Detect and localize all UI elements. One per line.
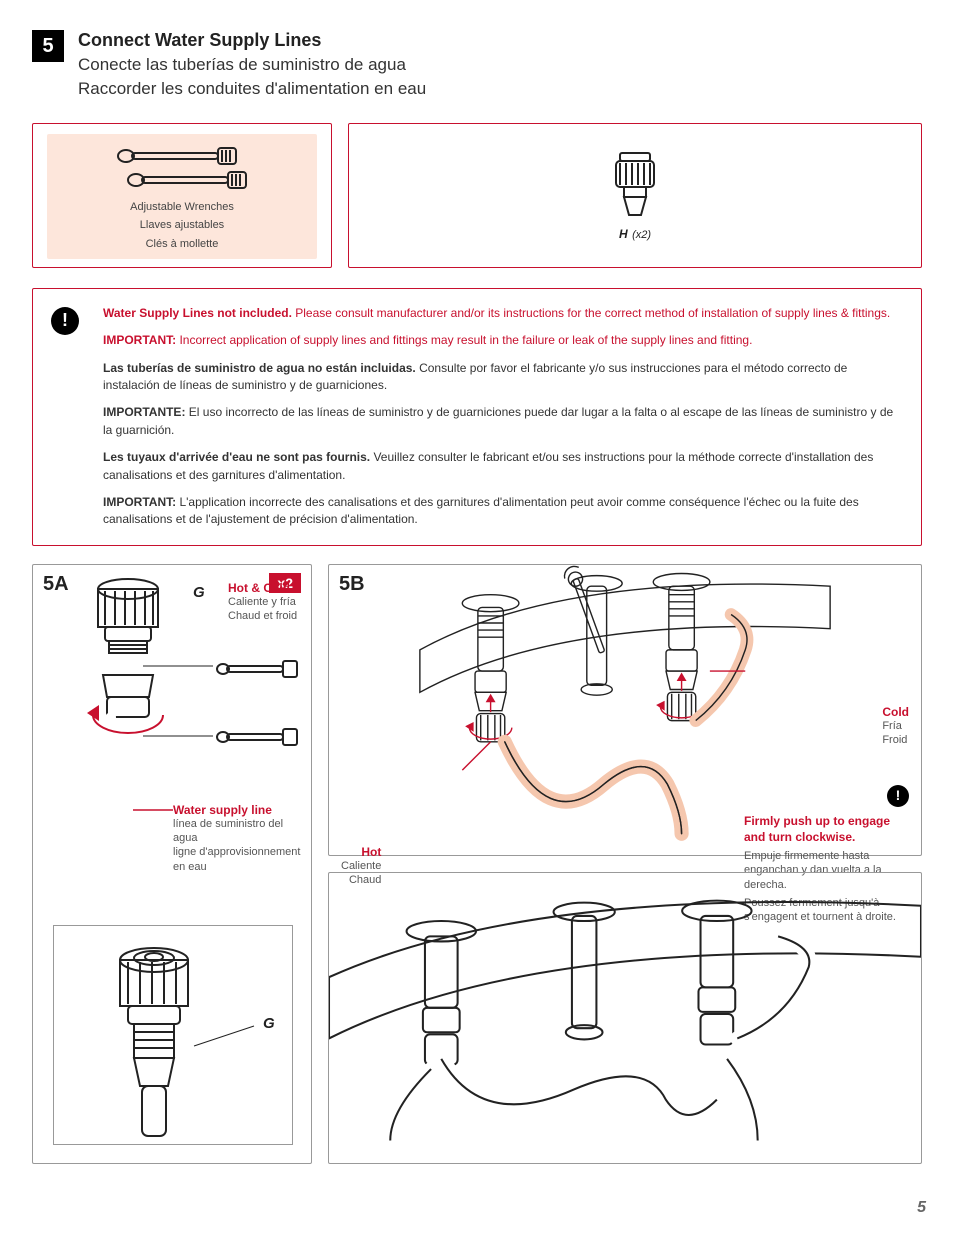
page-number: 5 — [917, 1199, 926, 1217]
callout-wsl: Water supply line línea de suministro de… — [173, 803, 303, 874]
push-warn-icon: ! — [887, 785, 909, 807]
wrench-label-es: Llaves ajustables — [140, 218, 224, 232]
valve-top-art — [73, 575, 183, 795]
tool-wrench-inner: Adjustable Wrenches Llaves ajustables Cl… — [47, 134, 317, 259]
inset-valve-art — [54, 926, 294, 1146]
part-h-letter: H — [619, 227, 628, 241]
inset-5a — [53, 925, 293, 1145]
step-titles: Connect Water Supply Lines Conecte las t… — [78, 30, 426, 99]
step-number-badge: 5 — [32, 30, 64, 62]
warning-box: ! Water Supply Lines not included. Pleas… — [32, 288, 922, 546]
warning-icon: ! — [51, 307, 79, 335]
leader-2 — [143, 735, 213, 737]
callout-g2: G — [263, 1015, 275, 1032]
callout-cold: Cold Fría Froid — [882, 705, 909, 748]
tools-row: Adjustable Wrenches Llaves ajustables Cl… — [32, 123, 922, 268]
warn-p1: Water Supply Lines not included. Please … — [103, 305, 903, 322]
callout-g1: G — [193, 584, 205, 601]
faucet-complete-art — [329, 873, 921, 1163]
mini-wrench-2 — [213, 725, 303, 749]
tool-wrench-box: Adjustable Wrenches Llaves ajustables Cl… — [32, 123, 332, 268]
part-h-label: H (x2) — [619, 225, 651, 243]
mini-wrench-1 — [213, 657, 303, 681]
wrenches-icon — [112, 144, 252, 196]
title-fr: Raccorder les conduites d'alimentation e… — [78, 79, 426, 99]
part-h-icon — [610, 149, 660, 219]
diagram-row: 5A x2 G Hot & Cold — [32, 564, 922, 1164]
leader-1 — [143, 665, 213, 667]
wrench-label-fr: Clés à mollette — [146, 237, 219, 251]
wrench-label-en: Adjustable Wrenches — [130, 200, 234, 214]
diagram-5b-wrap: 5B — [328, 564, 922, 1164]
diagram-5a: 5A x2 G Hot & Cold — [32, 564, 312, 1164]
step-header: 5 Connect Water Supply Lines Conecte las… — [32, 30, 922, 99]
warn-p5: Les tuyaux d'arrivée d'eau ne sont pas f… — [103, 449, 903, 484]
warn-p3: Las tuberías de suministro de agua no es… — [103, 360, 903, 395]
warn-p4: IMPORTANTE: El uso incorrecto de las lín… — [103, 404, 903, 439]
callout-hotcold: Hot & Cold Caliente y fría Chaud et froi… — [228, 581, 297, 624]
warn-p6: IMPORTANT: L'application incorrecte des … — [103, 494, 903, 529]
diagram-5b: 5B — [328, 564, 922, 856]
tool-parth-box: H (x2) — [348, 123, 922, 268]
diagram-5b-lower — [328, 872, 922, 1164]
title-en: Connect Water Supply Lines — [78, 30, 426, 51]
label-5a: 5A — [43, 573, 69, 596]
part-h-qty: (x2) — [632, 229, 651, 241]
title-es: Conecte las tuberías de suministro de ag… — [78, 55, 426, 75]
warn-p2: IMPORTANT: Incorrect application of supp… — [103, 332, 903, 349]
